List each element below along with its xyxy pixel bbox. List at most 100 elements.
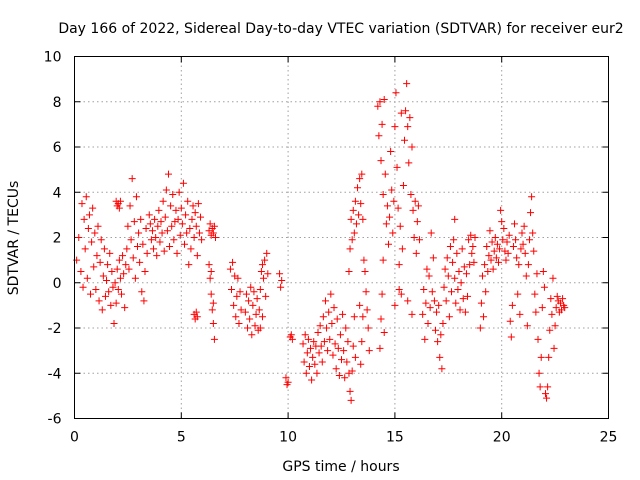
data-point [525, 236, 533, 244]
data-point [360, 256, 368, 264]
data-point [545, 353, 553, 361]
data-point [163, 227, 171, 235]
data-point [192, 308, 200, 316]
data-point [150, 245, 158, 253]
data-point [355, 211, 363, 219]
data-point [348, 236, 356, 244]
x-tick-label: 0 [70, 430, 79, 446]
data-point [110, 319, 118, 327]
data-point [468, 249, 476, 257]
data-point [335, 372, 343, 380]
data-point [276, 270, 284, 278]
data-point [130, 218, 138, 226]
data-point [347, 215, 355, 223]
data-point [332, 365, 340, 373]
data-point [184, 197, 192, 205]
data-point [207, 267, 215, 275]
data-point [245, 297, 253, 305]
data-point [262, 292, 270, 300]
data-point [496, 245, 504, 253]
y-tick-label: 8 [53, 95, 62, 111]
data-points [73, 80, 569, 404]
data-point [547, 295, 555, 303]
data-point [534, 335, 542, 343]
data-point [543, 394, 551, 402]
data-point [313, 369, 321, 377]
data-point [363, 306, 371, 314]
data-point [561, 304, 569, 312]
data-point [134, 243, 142, 251]
data-point [155, 206, 163, 214]
data-point [112, 299, 120, 307]
data-point [128, 175, 136, 183]
data-point [458, 245, 466, 253]
data-point [514, 290, 522, 298]
data-point [250, 288, 258, 296]
data-point [527, 209, 535, 217]
data-point [310, 338, 318, 346]
data-point [80, 215, 88, 223]
data-point [317, 342, 325, 350]
data-point [393, 163, 401, 171]
data-point [206, 220, 214, 228]
data-point [531, 290, 539, 298]
data-point [98, 306, 106, 314]
data-point [381, 170, 389, 178]
data-point [342, 324, 350, 332]
data-point [88, 238, 96, 246]
data-point [299, 340, 307, 348]
data-point [378, 290, 386, 298]
data-point [167, 202, 175, 210]
data-point [395, 286, 403, 294]
data-point [157, 218, 165, 226]
data-point [148, 227, 156, 235]
data-point [81, 245, 89, 253]
x-axis-label: GPS time / hours [282, 459, 399, 475]
data-point [205, 261, 213, 269]
data-point [141, 267, 149, 275]
data-point [210, 335, 218, 343]
data-point [311, 360, 319, 368]
data-point [349, 342, 357, 350]
data-point [183, 229, 191, 237]
data-point [195, 229, 203, 237]
data-point [347, 396, 355, 404]
data-point [511, 220, 519, 228]
data-point [145, 211, 153, 219]
data-point [548, 310, 556, 318]
data-point [505, 231, 513, 239]
data-point [340, 347, 348, 355]
data-point [449, 258, 457, 266]
data-point [197, 213, 205, 221]
data-point [539, 267, 547, 275]
data-point [84, 224, 92, 232]
data-point [374, 102, 382, 110]
data-point [414, 202, 422, 210]
data-point [339, 310, 347, 318]
data-point [481, 261, 489, 269]
data-point [304, 335, 312, 343]
data-point [277, 283, 285, 291]
data-point [85, 211, 93, 219]
data-point [506, 317, 514, 325]
data-point [142, 224, 150, 232]
data-point [120, 270, 128, 278]
data-point [421, 335, 429, 343]
data-point [477, 299, 485, 307]
y-tick-label: 4 [53, 185, 62, 201]
data-point [181, 240, 189, 248]
data-point [464, 292, 472, 300]
data-point [87, 290, 95, 298]
data-point [328, 319, 336, 327]
data-point [445, 313, 453, 321]
data-point [188, 215, 196, 223]
data-point [402, 107, 410, 115]
data-point [258, 313, 266, 321]
data-point [123, 245, 131, 253]
data-point [168, 222, 176, 230]
data-point [448, 288, 456, 296]
data-point [323, 324, 331, 332]
data-point [352, 220, 360, 228]
data-point [439, 319, 447, 327]
data-point [388, 186, 396, 194]
